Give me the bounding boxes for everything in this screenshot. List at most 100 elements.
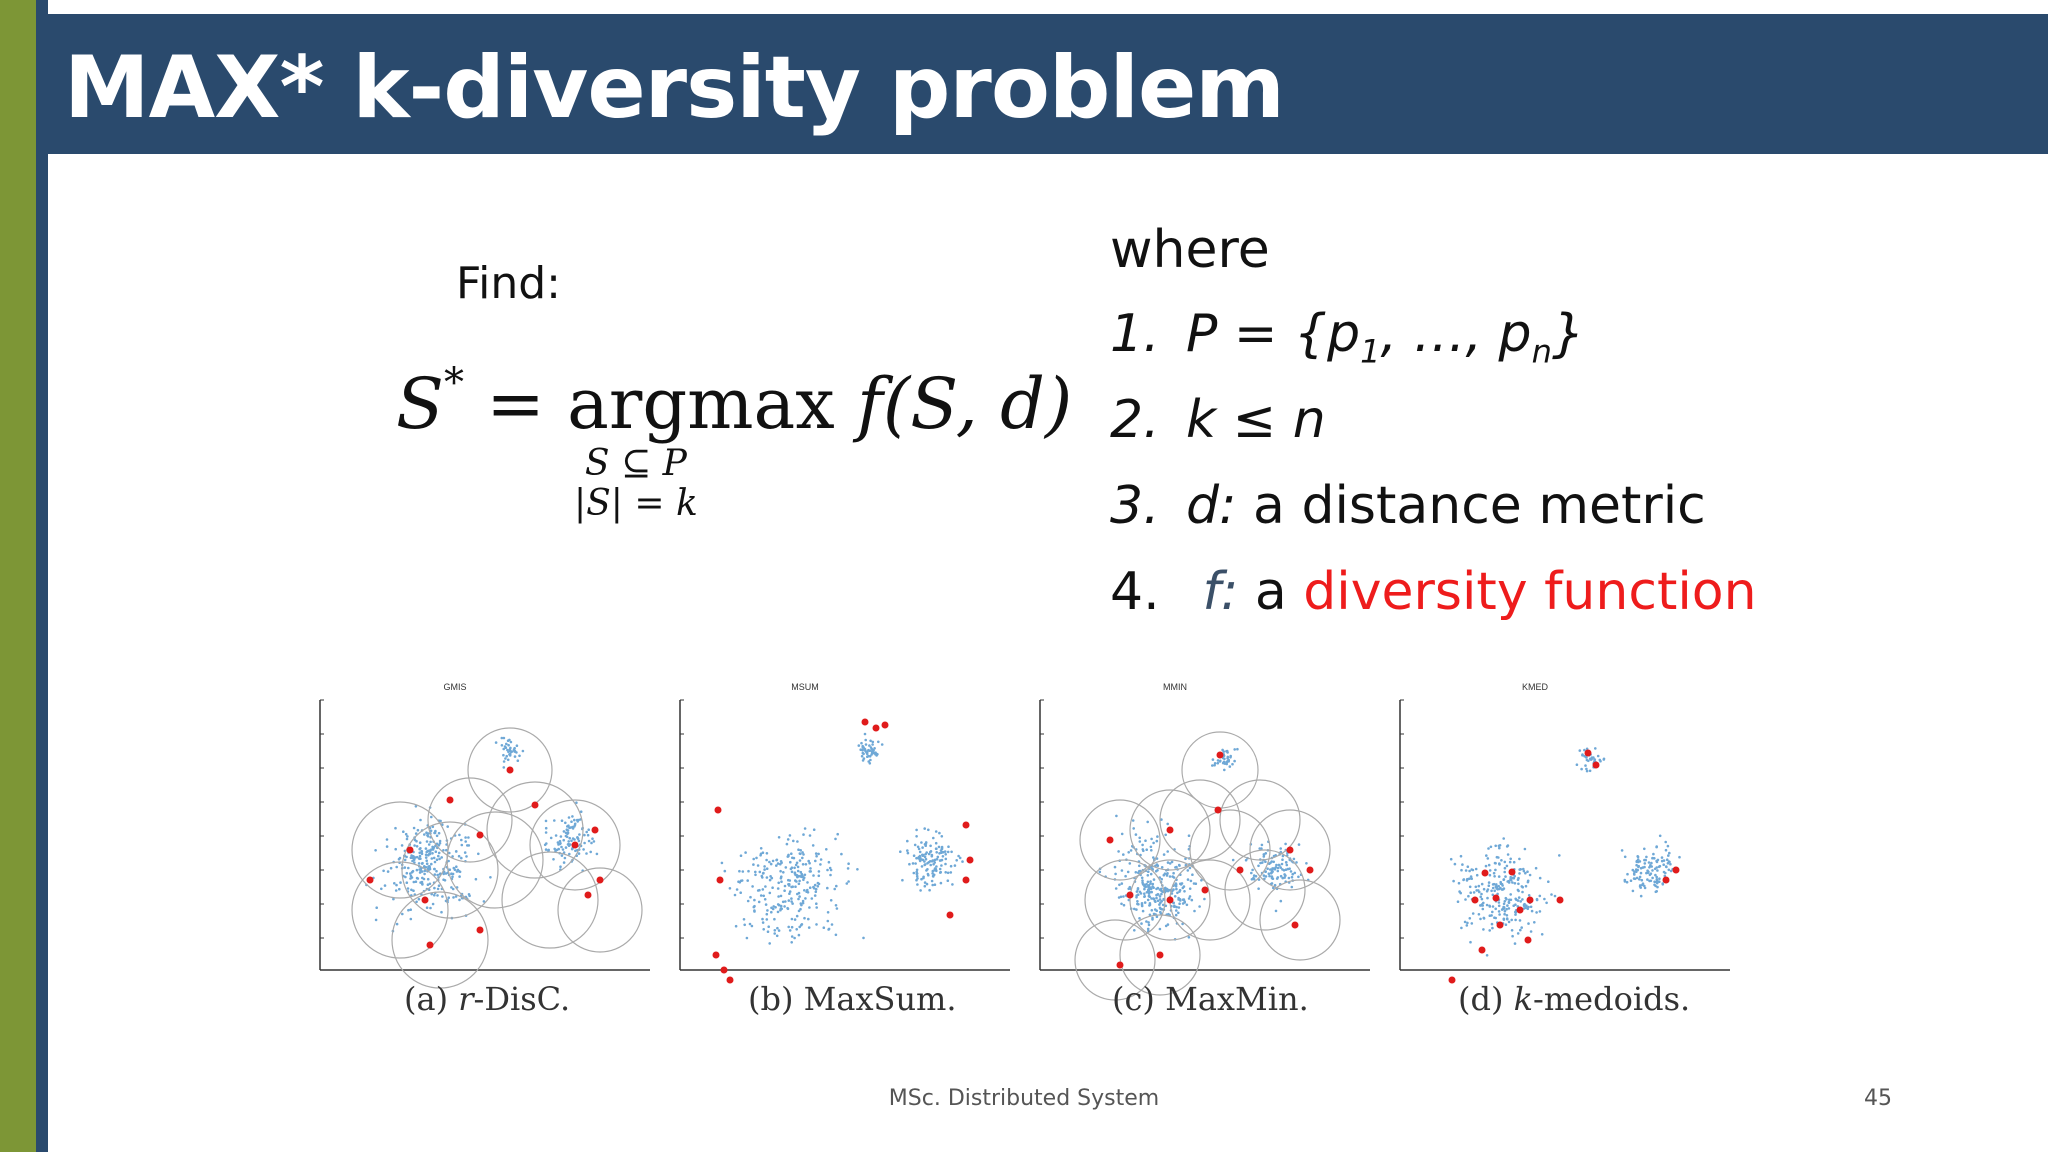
data-point (802, 833, 805, 836)
coverage-circle (486, 781, 584, 879)
data-point (489, 876, 492, 879)
data-point (394, 847, 397, 851)
coverage-circle (1074, 919, 1156, 1001)
data-point (1194, 882, 1198, 885)
data-point (867, 748, 870, 752)
data-point (1485, 903, 1489, 907)
data-point (817, 874, 821, 878)
data-point (573, 822, 577, 826)
data-point (1270, 860, 1273, 863)
data-point (801, 856, 804, 860)
data-point (1120, 882, 1124, 885)
formula-constraint-1: S ⊆ P (584, 443, 687, 484)
data-point (374, 918, 378, 922)
data-point (1165, 872, 1169, 876)
data-point (425, 850, 428, 854)
data-point (779, 869, 782, 873)
data-point (935, 851, 938, 854)
data-point (1147, 923, 1151, 927)
data-point (752, 863, 755, 866)
data-point (1488, 904, 1491, 908)
data-point (794, 863, 798, 867)
data-point (1145, 882, 1148, 886)
data-point (927, 852, 931, 856)
data-point (560, 845, 563, 849)
data-point (1268, 874, 1271, 878)
data-point (1502, 902, 1506, 906)
data-point (939, 849, 943, 852)
data-point (411, 856, 415, 860)
data-point (899, 850, 902, 853)
data-point (1150, 849, 1153, 852)
data-point (1287, 876, 1291, 880)
data-point (779, 904, 783, 908)
data-point (467, 836, 470, 839)
data-point (561, 848, 565, 851)
data-point (1457, 881, 1461, 885)
figure-caption-d: (d) k-medoids. (1458, 980, 1690, 1018)
data-point (798, 895, 801, 898)
data-point (763, 865, 766, 868)
coverage-circle (1181, 731, 1259, 809)
data-point (955, 859, 958, 862)
data-point (1117, 896, 1121, 899)
data-point (1487, 863, 1491, 867)
data-point (385, 838, 389, 841)
data-point (393, 882, 396, 885)
data-point (1469, 940, 1472, 944)
data-point (416, 877, 420, 880)
data-point (827, 928, 830, 931)
data-point (1131, 819, 1135, 822)
data-point (807, 926, 811, 929)
data-point (925, 882, 929, 886)
data-point (787, 883, 790, 886)
data-point (1497, 901, 1501, 904)
data-point (915, 868, 919, 872)
selected-point (1592, 761, 1600, 769)
coverage-circle (351, 861, 449, 959)
data-point (564, 821, 567, 825)
data-point (1467, 894, 1470, 898)
data-point (1655, 875, 1658, 879)
data-point (1626, 872, 1629, 876)
data-point (1136, 902, 1139, 906)
data-point (1525, 904, 1528, 907)
data-point (508, 754, 512, 757)
data-point (906, 851, 910, 855)
data-point (912, 871, 916, 875)
data-point (1500, 888, 1504, 891)
formula-constraints: S ⊆ P |S| = k (574, 444, 698, 524)
data-point (1583, 748, 1586, 752)
data-point (1653, 857, 1656, 860)
data-point (504, 746, 508, 749)
data-point (418, 841, 422, 844)
data-point (1155, 896, 1158, 900)
data-point (1491, 926, 1494, 930)
data-point (923, 843, 927, 846)
data-point (1257, 887, 1260, 890)
data-point (1274, 854, 1277, 857)
data-point (1176, 891, 1179, 895)
data-point (395, 865, 398, 869)
data-point (1484, 864, 1488, 868)
selected-point (1516, 906, 1524, 914)
data-point (861, 759, 865, 762)
data-point (765, 918, 769, 921)
data-point (920, 841, 923, 844)
data-point (1540, 933, 1544, 936)
caption-prefix: (b) (748, 980, 804, 1018)
data-point (570, 847, 574, 851)
data-point (1152, 841, 1155, 845)
data-point (1657, 865, 1661, 869)
data-point (782, 871, 785, 874)
data-point (1664, 840, 1667, 844)
data-point (1231, 762, 1234, 766)
data-point (1491, 886, 1495, 890)
condition-variable: d: (1186, 476, 1237, 536)
data-point (460, 838, 463, 842)
data-point (1139, 892, 1143, 895)
data-point (1289, 870, 1293, 873)
data-point (1512, 860, 1516, 864)
data-point (1662, 863, 1665, 866)
data-point (545, 842, 548, 845)
